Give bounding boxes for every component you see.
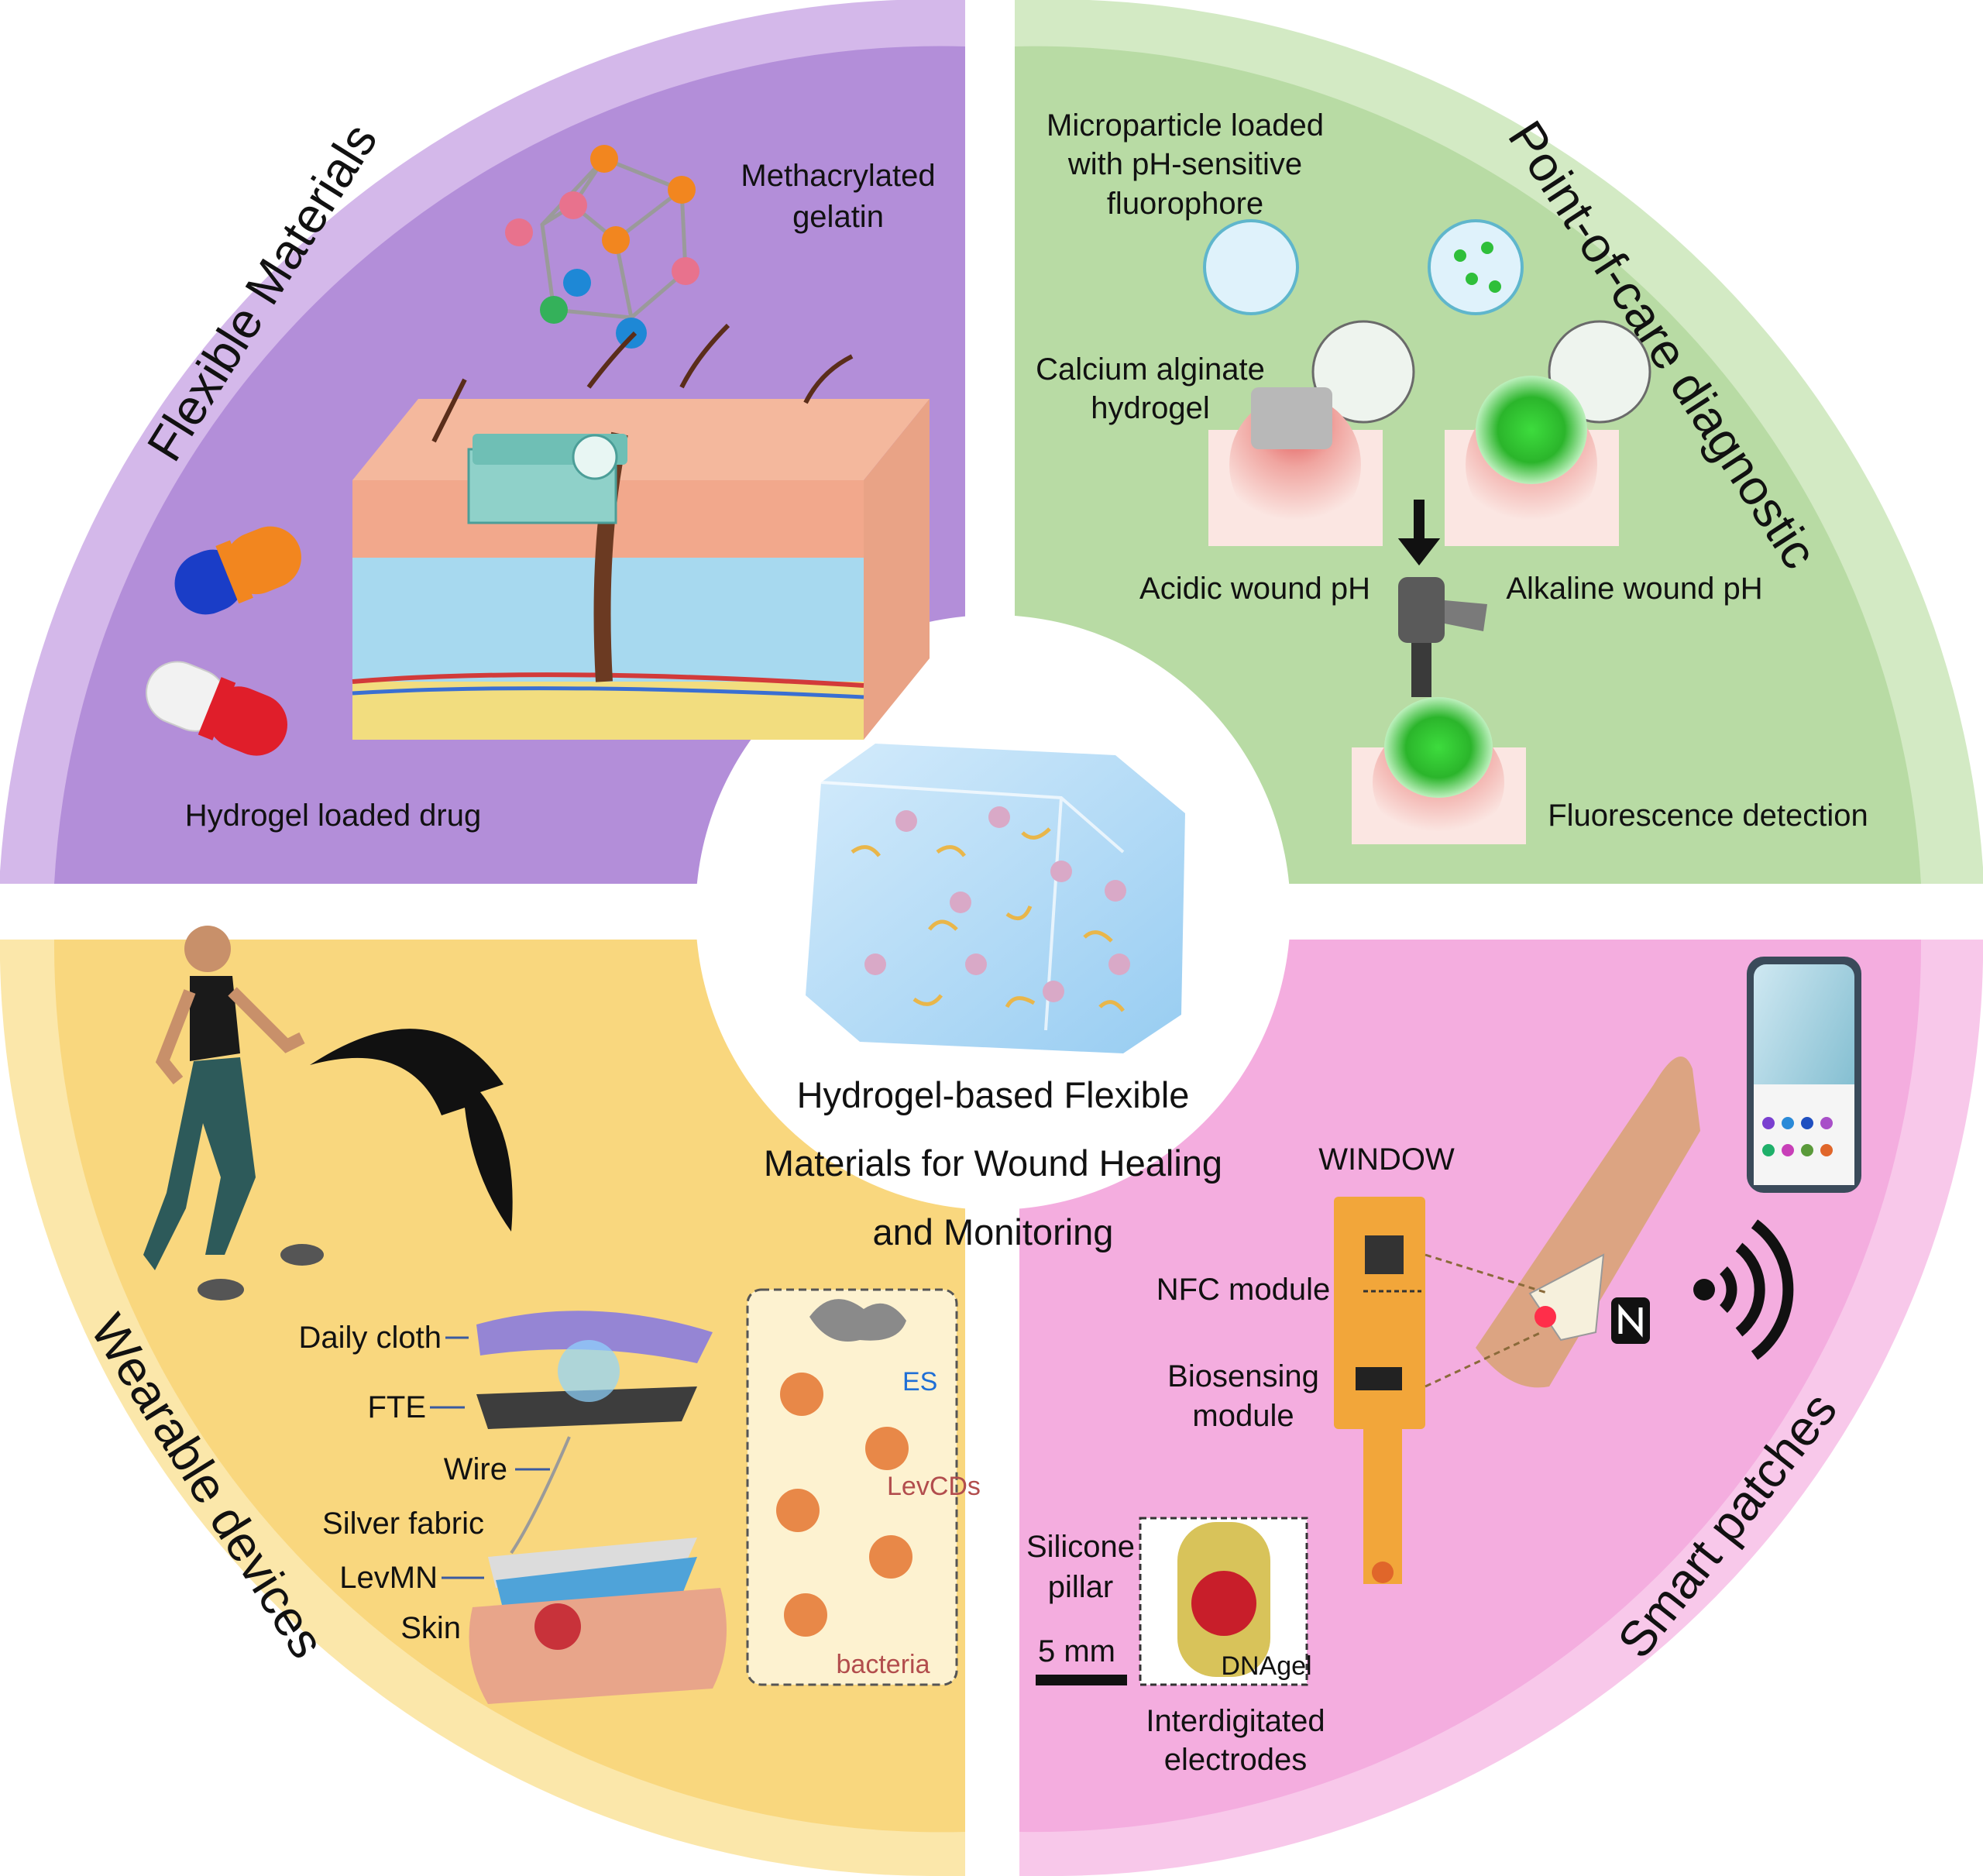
hydrogel-loaded-drug-label: Hydrogel loaded drug (185, 799, 481, 833)
drug-capsules-illustration (146, 526, 301, 756)
molecule-illustration (505, 145, 699, 349)
biosensing-line-2: module (1192, 1399, 1294, 1433)
center-hub: Hydrogel-based Flexible Materials for Wo… (696, 615, 1290, 1252)
device-layers-illustration (469, 1311, 727, 1704)
scale-bar (1036, 1675, 1127, 1685)
nfc-module-label: NFC module (1156, 1273, 1331, 1307)
silicone-pillar-line-2: pillar (1048, 1570, 1113, 1604)
interdigitated-line-1: Interdigitated (1146, 1704, 1325, 1738)
reader-device-illustration (1397, 500, 1487, 697)
dnagel-label: DNAgel (1221, 1651, 1311, 1681)
microparticle-line-3: fluorophore (1107, 187, 1263, 221)
point-of-care-quadrant: Point-of-care diagnostic Microparticle l… (1036, 108, 1868, 844)
layer-labels: Daily cloth FTE Wire Silver fabric LevMN… (298, 1321, 550, 1645)
methacrylated-gelatin-line-1: Methacrylated (741, 159, 935, 193)
calcium-alginate-line-2: hydrogel (1091, 391, 1209, 425)
layer-label-silver-fabric: Silver fabric (322, 1507, 484, 1541)
layer-label-fte: FTE (367, 1390, 426, 1424)
hydrogel-cube-illustration (806, 744, 1185, 1053)
runner-illustration (143, 926, 324, 1300)
silicone-pillar-line-1: Silicone (1026, 1530, 1135, 1564)
layer-label-levmn: LevMN (339, 1561, 438, 1595)
nfc-icon (1611, 1297, 1650, 1344)
curved-arrow (310, 1029, 513, 1232)
microparticle-line-2: with pH-sensitive (1067, 147, 1302, 181)
scale-bar-label: 5 mm (1038, 1634, 1115, 1668)
inset-bacteria-label: bacteria (837, 1650, 930, 1679)
fluorescence-detection-label: Fluorescence detection (1548, 799, 1868, 833)
layer-label-wire: Wire (444, 1452, 507, 1486)
center-title-line-2: Materials for Wound Healing (764, 1142, 1222, 1184)
layer-label-skin: Skin (400, 1611, 461, 1645)
alkaline-wound-label: Alkaline wound pH (1506, 572, 1762, 606)
acidic-wound-label: Acidic wound pH (1139, 572, 1370, 606)
methacrylated-gelatin-line-2: gelatin (792, 200, 884, 234)
wireless-signal-icon (1693, 1219, 1794, 1360)
inset-levcds-label: LevCDs (887, 1472, 981, 1501)
smartphone-illustration (1747, 957, 1861, 1193)
skin-cross-section-illustration (352, 323, 930, 740)
bacteria-inset: ES LevCDs bacteria (746, 1288, 981, 1686)
microparticle-line-1: Microparticle loaded (1046, 108, 1324, 143)
arm-illustration (1425, 1057, 1700, 1388)
interdigitated-line-2: electrodes (1164, 1743, 1308, 1777)
window-label: WINDOW (1318, 1142, 1455, 1177)
layer-label-daily-cloth: Daily cloth (298, 1321, 442, 1355)
wound-models-illustration (1208, 376, 1619, 844)
biosensing-line-1: Biosensing (1167, 1359, 1319, 1393)
inset-es-label: ES (902, 1367, 937, 1397)
center-title-line-1: Hydrogel-based Flexible (797, 1074, 1190, 1115)
electrode-inset (1139, 1517, 1308, 1686)
center-title-line-3: and Monitoring (873, 1211, 1114, 1252)
patch-illustration (1334, 1197, 1425, 1584)
calcium-alginate-line-1: Calcium alginate (1036, 352, 1265, 387)
